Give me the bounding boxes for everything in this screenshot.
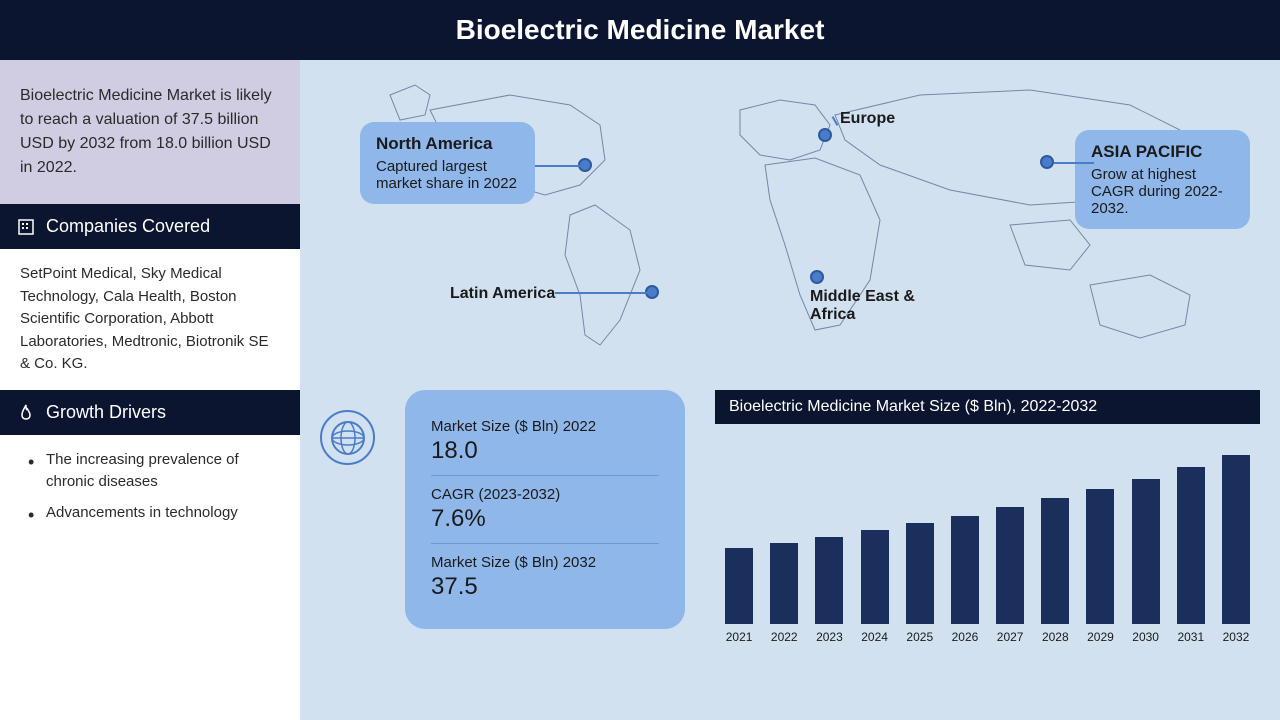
main-panel: North America Captured largest market sh… <box>300 60 1280 720</box>
ap-desc: Grow at highest CAGR during 2022-2032. <box>1091 166 1234 217</box>
label-mea: Middle East & Africa <box>810 288 930 324</box>
bar <box>1041 498 1069 624</box>
bar-label: 2026 <box>952 630 979 644</box>
globe-icon <box>320 410 375 465</box>
bar-label: 2028 <box>1042 630 1069 644</box>
drivers-title: Growth Drivers <box>46 402 166 423</box>
bar-label: 2022 <box>771 630 798 644</box>
pin-mea <box>810 270 824 284</box>
callout-asia-pacific: ASIA PACIFIC Grow at highest CAGR during… <box>1075 130 1250 229</box>
driver-item: The increasing prevalence of chronic dis… <box>28 449 280 494</box>
stat-label: CAGR (2023-2032) <box>431 486 659 503</box>
page-title: Bioelectric Medicine Market <box>0 0 1280 60</box>
bar-wrap: 2028 <box>1037 498 1073 644</box>
na-title: North America <box>376 134 519 154</box>
line-la <box>555 292 647 294</box>
bar <box>1086 489 1114 624</box>
na-desc: Captured largest market share in 2022 <box>376 158 519 192</box>
stat-value: 37.5 <box>431 573 659 601</box>
companies-title: Companies Covered <box>46 216 210 237</box>
stat-label: Market Size ($ Bln) 2022 <box>431 418 659 435</box>
bar <box>770 543 798 624</box>
chart-panel: Bioelectric Medicine Market Size ($ Bln)… <box>715 390 1260 644</box>
bar-chart: 2021 2022 2023 2024 2025 2026 2027 2028 2029 2030… <box>715 424 1260 644</box>
drivers-list: The increasing prevalence of chronic dis… <box>20 449 280 525</box>
stat-value: 7.6% <box>431 505 659 533</box>
bar <box>1132 479 1160 624</box>
bottom-row: Market Size ($ Bln) 2022 18.0 CAGR (2023… <box>320 390 1260 644</box>
stat-label: Market Size ($ Bln) 2032 <box>431 554 659 571</box>
flame-icon <box>16 402 36 422</box>
bar <box>1177 467 1205 624</box>
line-ap <box>1054 162 1094 164</box>
bar-wrap: 2029 <box>1082 489 1118 644</box>
bar-label: 2030 <box>1132 630 1159 644</box>
bar <box>725 548 753 625</box>
bar <box>861 530 889 624</box>
bar-label: 2032 <box>1223 630 1250 644</box>
bar-wrap: 2023 <box>811 537 847 644</box>
bar <box>996 507 1024 624</box>
callout-north-america: North America Captured largest market sh… <box>360 122 535 204</box>
sidebar: Bioelectric Medicine Market is likely to… <box>0 60 300 720</box>
bar-wrap: 2027 <box>992 507 1028 644</box>
label-europe: Europe <box>840 110 895 128</box>
intro-box: Bioelectric Medicine Market is likely to… <box>0 60 300 204</box>
drivers-body: The increasing prevalence of chronic dis… <box>0 435 300 547</box>
companies-body: SetPoint Medical, Sky Medical Technology… <box>0 249 300 390</box>
intro-text: Bioelectric Medicine Market is likely to… <box>20 87 272 176</box>
pin-ap <box>1040 155 1054 169</box>
label-latin-america: Latin America <box>450 285 555 303</box>
companies-header: Companies Covered <box>0 204 300 249</box>
drivers-header: Growth Drivers <box>0 390 300 435</box>
bar-wrap: 2032 <box>1218 455 1254 644</box>
bar-wrap: 2022 <box>766 543 802 644</box>
pin-la <box>645 285 659 299</box>
title-text: Bioelectric Medicine Market <box>456 14 825 45</box>
stat-row-2032: Market Size ($ Bln) 2032 37.5 <box>431 544 659 611</box>
driver-item: Advancements in technology <box>28 502 280 525</box>
stat-value: 18.0 <box>431 437 659 465</box>
pin-na <box>578 158 592 172</box>
bar-label: 2021 <box>726 630 753 644</box>
bar-label: 2025 <box>906 630 933 644</box>
pin-eu <box>818 128 832 142</box>
bar-wrap: 2031 <box>1173 467 1209 644</box>
bar-label: 2027 <box>997 630 1024 644</box>
chart-title: Bioelectric Medicine Market Size ($ Bln)… <box>715 390 1260 424</box>
bar <box>906 523 934 624</box>
stat-card: Market Size ($ Bln) 2022 18.0 CAGR (2023… <box>405 390 685 629</box>
bar-label: 2023 <box>816 630 843 644</box>
bar-wrap: 2030 <box>1128 479 1164 644</box>
bar-wrap: 2025 <box>902 523 938 644</box>
bar-label: 2029 <box>1087 630 1114 644</box>
bar-label: 2031 <box>1177 630 1204 644</box>
stat-row-2022: Market Size ($ Bln) 2022 18.0 <box>431 408 659 476</box>
bar-label: 2024 <box>861 630 888 644</box>
bar-wrap: 2024 <box>857 530 893 644</box>
ap-title: ASIA PACIFIC <box>1091 142 1234 162</box>
content: Bioelectric Medicine Market is likely to… <box>0 60 1280 720</box>
bar <box>1222 455 1250 624</box>
building-icon <box>16 217 36 237</box>
companies-text: SetPoint Medical, Sky Medical Technology… <box>20 265 268 372</box>
stat-row-cagr: CAGR (2023-2032) 7.6% <box>431 476 659 544</box>
bar-wrap: 2021 <box>721 548 757 645</box>
bar <box>951 516 979 624</box>
bar <box>815 537 843 624</box>
line-na <box>535 165 580 167</box>
map-area: North America Captured largest market sh… <box>320 70 1260 380</box>
bar-wrap: 2026 <box>947 516 983 644</box>
